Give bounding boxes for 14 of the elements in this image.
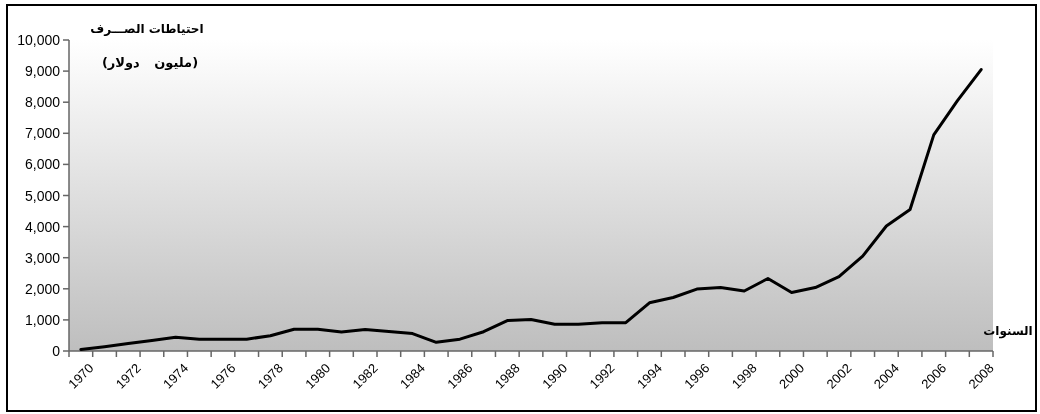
xlabel: السنوات [983, 324, 1033, 338]
ytick-label: 1,000 [24, 311, 60, 328]
ytick-label: 6,000 [24, 156, 60, 173]
ytick-label: 3,000 [24, 249, 60, 266]
ytick-label: 9,000 [24, 63, 60, 80]
ytick-label: 2,000 [24, 280, 60, 297]
ytick-label: 0 [52, 343, 60, 359]
ytick-label: 5,000 [24, 187, 60, 204]
ytick-label: 8,000 [24, 94, 60, 111]
title: احتياطات الصـــرف [90, 22, 204, 36]
ytick-label: 4,000 [24, 218, 60, 235]
ytick-label: 7,000 [24, 125, 60, 142]
ytick-label: 10,000 [17, 32, 60, 48]
subtitle: (مليون دولار) [101, 54, 199, 70]
